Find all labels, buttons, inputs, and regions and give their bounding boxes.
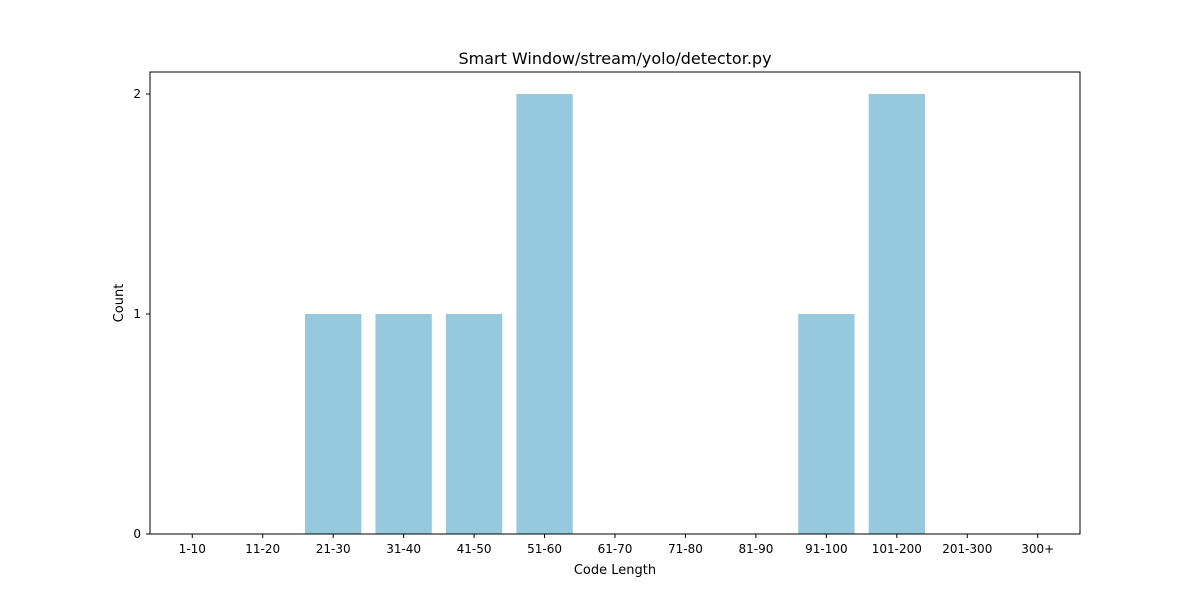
x-tick-label: 300+	[1021, 542, 1054, 556]
x-tick-label: 101-200	[872, 542, 922, 556]
x-tick-label: 11-20	[245, 542, 280, 556]
bar-21-30	[305, 314, 362, 534]
x-tick-label: 51-60	[527, 542, 562, 556]
x-tick-label: 41-50	[457, 542, 492, 556]
bar-41-50	[445, 314, 503, 534]
y-tick-label: 0	[133, 527, 141, 541]
bar-91-100	[798, 314, 855, 534]
x-tick-label: 91-100	[805, 542, 848, 556]
x-tick-label: 71-80	[668, 542, 703, 556]
x-tick-label: 61-70	[598, 542, 633, 556]
x-axis-label: Code Length	[574, 563, 656, 578]
bar-31-40	[375, 314, 432, 534]
x-tick-label: 31-40	[386, 542, 421, 556]
x-tick-label: 21-30	[316, 542, 351, 556]
x-tick-label: 1-10	[179, 542, 206, 556]
y-axis-label: Count	[112, 284, 127, 323]
chart-title: Smart Window/stream/yolo/detector.py	[458, 49, 771, 68]
x-tick-label: 81-90	[738, 542, 773, 556]
y-tick-label: 2	[133, 87, 141, 101]
x-tick-label: 201-300	[942, 542, 992, 556]
y-tick-label: 1	[133, 307, 141, 321]
bars-layer	[305, 94, 925, 534]
plot-frame	[149, 71, 1081, 535]
bar-101-200	[868, 94, 925, 534]
ticks-layer: 1-10 11-20 21-30 31-40 41-50 51-60 61-70 71-80 8…	[133, 87, 1054, 556]
bar-51-60	[516, 94, 573, 534]
